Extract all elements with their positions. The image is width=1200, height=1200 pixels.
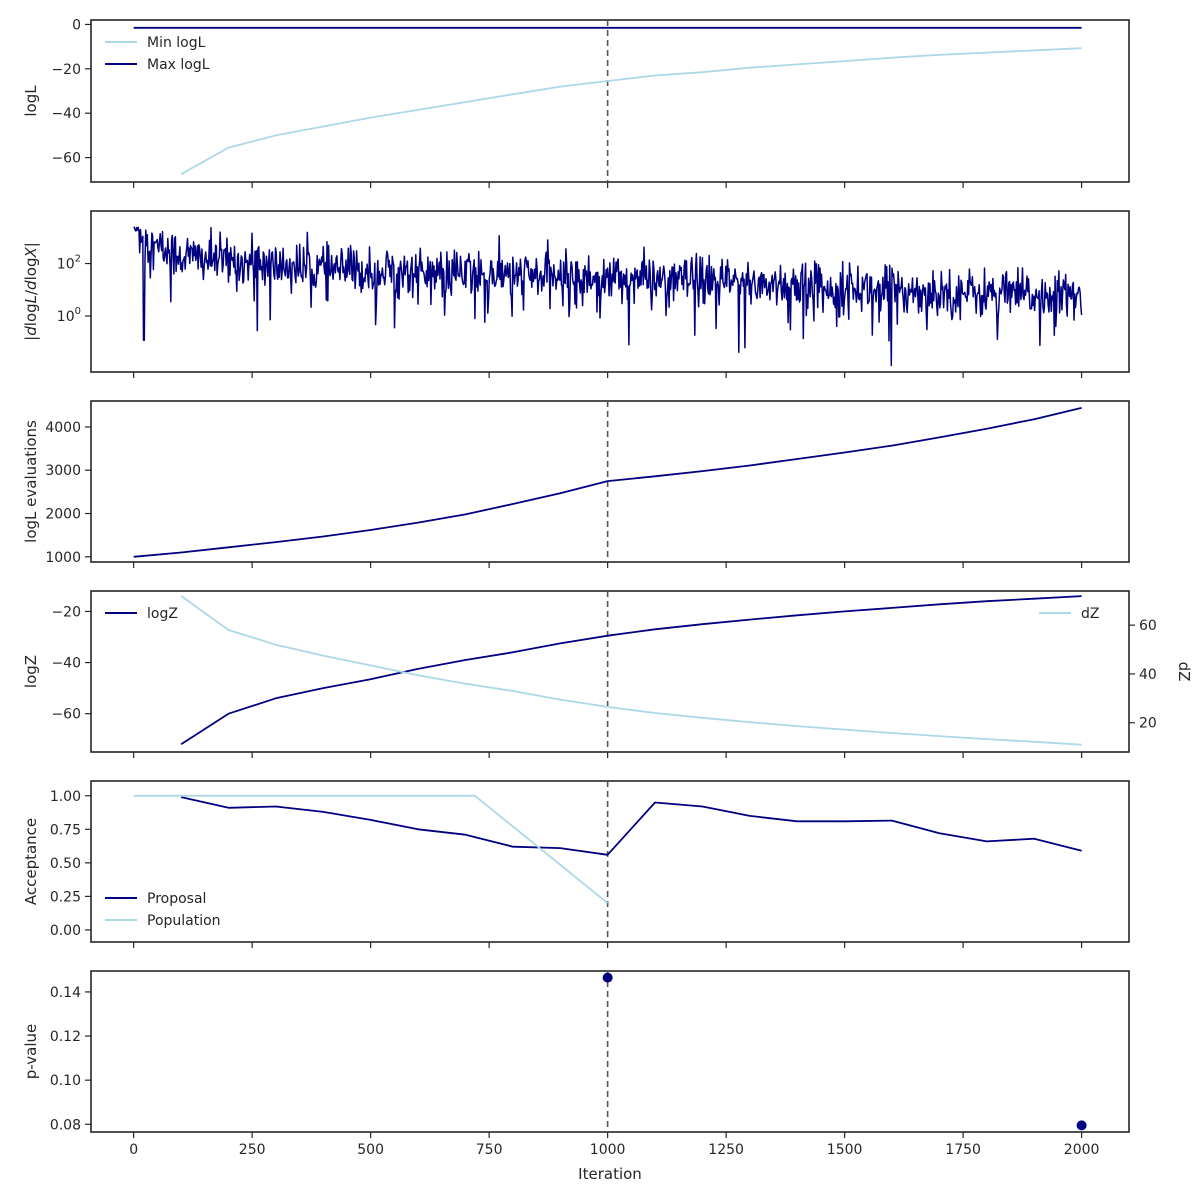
panel-5: 0.00 0.25 0.50 0.75 1.00 Acceptance Proposal Po… xyxy=(22,780,1130,948)
y-tick-label: −60 xyxy=(51,151,81,167)
series-line-1 xyxy=(180,595,1082,746)
legend-label: dZ xyxy=(1081,606,1099,622)
y-tick-label: 3000 xyxy=(45,463,81,479)
x-axis-label: Iteration xyxy=(578,1165,642,1183)
x-tick-label: 500 xyxy=(357,1142,384,1158)
y-tick-label: −20 xyxy=(51,62,81,78)
x-tick-label: 750 xyxy=(476,1142,503,1158)
plot-frame xyxy=(90,210,1130,373)
y-tick-label: 100 xyxy=(57,306,81,325)
y-axis-label: logL xyxy=(22,85,40,117)
x-tick-label: 1250 xyxy=(708,1142,744,1158)
legend: Proposal Population xyxy=(105,891,221,929)
data-point xyxy=(1076,1120,1087,1131)
twin-series-line-1 xyxy=(180,595,1082,746)
x-tick-label: 1000 xyxy=(590,1142,626,1158)
y-axis-label: p-value xyxy=(22,1024,40,1080)
y2-tick-label: 40 xyxy=(1139,667,1157,683)
y-tick-label: 0 xyxy=(72,17,81,33)
x-tick-label: 0 xyxy=(129,1142,138,1158)
plot-frame xyxy=(90,19,1130,183)
x-tick-label: 250 xyxy=(239,1142,266,1158)
series-line-1 xyxy=(180,47,1082,175)
plot-frame xyxy=(90,970,1130,1133)
y-tick-label: 0.75 xyxy=(50,822,81,838)
y2-tick-label: 20 xyxy=(1139,716,1157,732)
x-tick-label: 1500 xyxy=(827,1142,863,1158)
plot-area xyxy=(602,971,1087,1132)
y-axis-label: logL evaluations xyxy=(22,420,40,543)
y-tick-label: 0.12 xyxy=(50,1029,81,1045)
plot-frame xyxy=(90,590,1130,753)
x-tick-label: 2000 xyxy=(1064,1142,1100,1158)
y-tick-label: 0.00 xyxy=(50,923,81,939)
y-tick-label: 0.14 xyxy=(50,985,81,1001)
panel-4: −20 −40 −60 logZ 20 40 60 dZ logZ dZ xyxy=(22,590,1193,758)
panel-1: 0 −20 −40 −60 logL Min logL Max logL xyxy=(22,17,1130,188)
legend: Min logL Max logL xyxy=(105,35,210,73)
legend-label: Max logL xyxy=(147,57,210,73)
series-line-1 xyxy=(133,226,1083,367)
y-axis-label: Acceptance xyxy=(22,818,40,905)
series-line-1 xyxy=(133,407,1082,558)
y-tick-label: −40 xyxy=(51,106,81,122)
panel-6: 0 250 500 750 1000 1250 1500 1750 2000 0.08 0.10 0.… xyxy=(22,970,1130,1158)
plot-area xyxy=(133,20,1082,182)
legend: logZ xyxy=(105,606,178,622)
plot-frame xyxy=(90,780,1130,943)
legend-label: logZ xyxy=(147,606,178,622)
y-tick-label: 4000 xyxy=(45,420,81,436)
y-tick-label: −40 xyxy=(51,656,81,672)
y2-axis-label: dZ xyxy=(1175,662,1193,682)
x-tick-label: 1750 xyxy=(945,1142,981,1158)
series-line-1 xyxy=(180,796,1082,856)
y-tick-label: 2000 xyxy=(45,507,81,523)
series-line-2 xyxy=(133,794,609,904)
y-axis-label: |dlogL/dlogX| xyxy=(22,242,40,341)
plot-area xyxy=(133,401,1082,562)
y2-tick-label: 60 xyxy=(1139,618,1157,634)
legend-label: Min logL xyxy=(147,35,206,51)
y-tick-label: 1000 xyxy=(45,550,81,566)
y-tick-label: 0.08 xyxy=(50,1117,81,1133)
legend: dZ xyxy=(1039,606,1099,622)
plot-area xyxy=(133,781,1082,942)
y-tick-label: 0.50 xyxy=(50,856,81,872)
plot-area xyxy=(133,226,1083,367)
y-tick-label: −60 xyxy=(51,707,81,723)
y-tick-label: 0.25 xyxy=(50,889,81,905)
panel-2: 100 102 |dlogL/dlogX| xyxy=(22,210,1130,378)
y-tick-label: 1.00 xyxy=(50,789,81,805)
legend-label: Proposal xyxy=(147,891,206,907)
y-tick-label: 0.10 xyxy=(50,1073,81,1089)
y-tick-label: −20 xyxy=(51,604,81,620)
y-axis-label: logZ xyxy=(22,655,40,688)
plot-frame xyxy=(90,400,1130,563)
data-point xyxy=(602,972,613,983)
plot-area xyxy=(180,591,1082,752)
legend-label: Population xyxy=(147,913,221,929)
y-tick-label: 102 xyxy=(57,254,81,273)
panel-3: 1000 2000 3000 4000 logL evaluations xyxy=(22,400,1130,568)
